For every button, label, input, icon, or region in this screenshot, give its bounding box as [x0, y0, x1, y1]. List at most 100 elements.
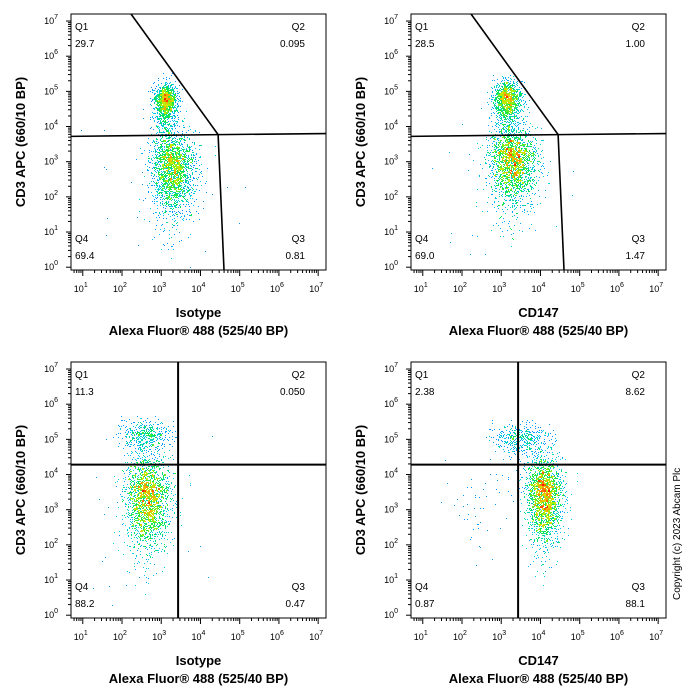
event-dot: [192, 180, 193, 181]
event-dot: [157, 197, 158, 198]
event-dot: [167, 128, 168, 129]
event-dot: [176, 166, 177, 167]
event-dot: [167, 161, 168, 162]
event-dot: [168, 181, 169, 182]
event-dot: [173, 159, 174, 160]
event-dot: [172, 111, 173, 112]
event-dot: [184, 184, 185, 185]
event-dot: [185, 179, 186, 180]
event-dot: [170, 97, 171, 98]
event-dot: [178, 101, 179, 102]
event-dot: [175, 187, 176, 188]
event-dot: [187, 187, 188, 188]
event-dot: [172, 160, 173, 161]
event-dot: [159, 156, 160, 157]
event-dot: [167, 90, 168, 91]
event-dot: [176, 175, 177, 176]
event-dot: [162, 115, 163, 116]
event-dot: [174, 123, 175, 124]
event-dot: [168, 157, 169, 158]
event-dot: [176, 179, 177, 180]
event-dot: [176, 110, 177, 111]
event-dot: [170, 181, 171, 182]
gate-horizontal[interactable]: [71, 134, 326, 137]
event-dot: [192, 159, 193, 160]
event-dot: [162, 99, 163, 100]
event-dot: [190, 129, 191, 130]
event-dot: [147, 166, 148, 167]
event-dot: [149, 167, 150, 168]
event-dot: [175, 159, 176, 160]
event-dot: [163, 184, 164, 185]
event-dot: [167, 104, 168, 105]
event-dot: [166, 181, 167, 182]
event-dot: [166, 122, 167, 123]
event-dot: [190, 147, 191, 148]
event-dot: [189, 190, 190, 191]
event-dot: [181, 181, 182, 182]
event-dot: [161, 189, 162, 190]
event-dot: [165, 87, 166, 88]
event-dot: [168, 141, 169, 142]
event-dot: [169, 94, 170, 95]
event-dot: [164, 146, 165, 147]
event-dot: [194, 165, 195, 166]
event-dot: [154, 94, 155, 95]
event-dot: [172, 117, 173, 118]
event-dot: [178, 186, 179, 187]
event-dot: [171, 128, 172, 129]
event-dot: [157, 109, 158, 110]
event-dot: [166, 142, 167, 143]
event-dot: [171, 191, 172, 192]
event-dot: [169, 97, 170, 98]
event-dot: [155, 212, 156, 213]
event-dot: [154, 113, 155, 114]
event-dot: [184, 159, 185, 160]
event-dot: [162, 91, 163, 92]
event-dot: [168, 156, 169, 157]
event-dot: [186, 149, 187, 150]
event-dot: [170, 121, 171, 122]
event-dot: [159, 212, 160, 213]
event-dot: [157, 183, 158, 184]
event-dot: [157, 108, 158, 109]
event-dot: [171, 85, 172, 86]
event-dot: [180, 189, 181, 190]
event-dot: [185, 206, 186, 207]
event-dot: [199, 145, 200, 146]
event-dot: [177, 88, 178, 89]
event-dot: [168, 198, 169, 199]
event-dot: [178, 183, 179, 184]
event-dot: [164, 157, 165, 158]
event-dot: [156, 91, 157, 92]
event-dot: [168, 104, 169, 105]
event-dot: [175, 176, 176, 177]
event-dot: [171, 146, 172, 147]
event-dot: [170, 126, 171, 127]
event-dot: [159, 129, 160, 130]
gate-vertical[interactable]: [218, 135, 224, 270]
event-dot: [183, 139, 184, 140]
event-dot: [175, 153, 176, 154]
event-dot: [163, 109, 164, 110]
event-dot: [199, 219, 200, 220]
event-dot: [163, 98, 164, 99]
event-dot: [189, 189, 190, 190]
event-dot: [161, 119, 162, 120]
event-dot: [186, 155, 187, 156]
event-dot: [167, 175, 168, 176]
event-dot: [168, 168, 169, 169]
event-dot: [155, 154, 156, 155]
event-dot: [156, 164, 157, 165]
event-dot: [169, 83, 170, 84]
event-dot: [512, 99, 513, 100]
event-dot: [161, 159, 162, 160]
event-dot: [173, 155, 174, 156]
event-dot: [164, 161, 165, 162]
event-dot: [157, 96, 158, 97]
event-dot: [165, 212, 166, 213]
event-dot: [188, 151, 189, 152]
event-dot: [174, 97, 175, 98]
event-dot: [162, 100, 163, 101]
event-dot: [173, 161, 174, 162]
